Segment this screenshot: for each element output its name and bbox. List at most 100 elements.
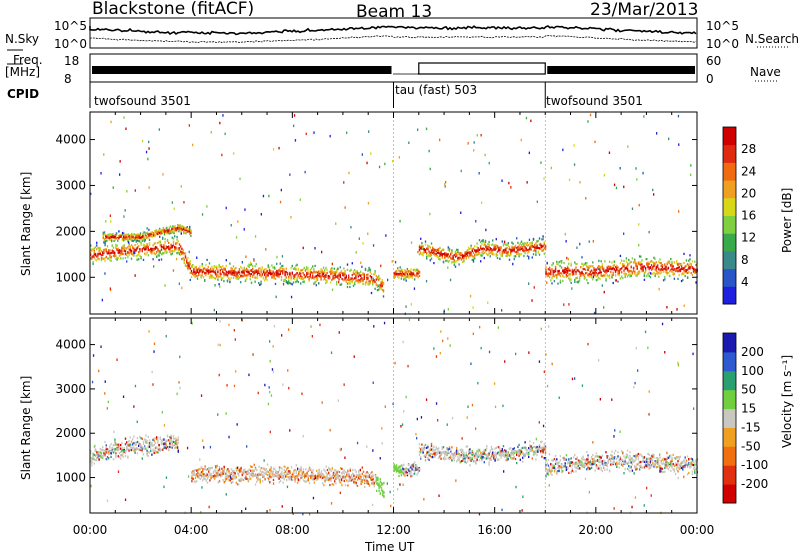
pixel-power-band0 <box>276 274 278 277</box>
pixel-power-band0 <box>234 270 236 273</box>
pixel-power-band0 <box>253 270 255 273</box>
pixel-power-band3 <box>476 246 478 249</box>
pixel-velocity-band0 <box>121 446 123 449</box>
pixel-power-band4 <box>673 268 676 271</box>
pixel-velocity-band1 <box>200 466 203 469</box>
pixel-power-band4 <box>642 265 644 268</box>
nsearch-trace <box>89 35 697 44</box>
pixel-power-band1 <box>189 228 191 231</box>
pixel-power-band4 <box>548 276 551 279</box>
pixel-velocity-band0 <box>97 454 99 457</box>
pixel-power-band3 <box>535 246 537 250</box>
pixel-velocity-band0 <box>120 457 122 460</box>
pixel-velocity-band1 <box>211 466 213 469</box>
pixel-power-band4 <box>629 275 631 278</box>
pixel-velocity-band1 <box>281 473 283 476</box>
pixel-velocity-band1 <box>334 480 336 483</box>
pixel-velocity-band0 <box>120 444 122 447</box>
pixel-power-band4 <box>575 271 577 274</box>
pixel-velocity-band0 <box>145 434 147 437</box>
pixel-velocity-band1 <box>301 474 303 477</box>
pixel-power-band3 <box>442 248 445 251</box>
pixel-velocity-band3 <box>514 457 517 461</box>
pixel-velocity-band1 <box>200 474 203 477</box>
pixel-power-band0 <box>234 268 236 271</box>
pixel-velocity-band1 <box>380 486 383 489</box>
pixel-power-band4 <box>550 279 552 282</box>
pixel-velocity-band3 <box>513 450 515 453</box>
pixel-velocity-band1 <box>284 474 287 477</box>
pixel-velocity-band1 <box>193 470 195 474</box>
pixel-power-band1 <box>148 236 150 239</box>
pixel-velocity-band3 <box>450 448 452 452</box>
pixel-velocity-band3 <box>472 452 475 455</box>
pixel-power-band3 <box>481 248 483 251</box>
pixel-velocity-band2 <box>412 473 415 476</box>
pixel-power-band1 <box>187 228 190 231</box>
pixel-power-band0 <box>349 269 351 273</box>
pixel-power-band4 <box>578 273 581 276</box>
pixel-velocity-band1 <box>368 483 371 486</box>
pixel-power-band1 <box>138 234 140 237</box>
pixel-power-band1 <box>165 230 167 233</box>
pixel-power-band2 <box>411 276 413 279</box>
pixel-velocity-band0 <box>175 440 177 443</box>
pixel-power-band3 <box>495 247 497 250</box>
pixel-power-band3 <box>504 251 506 254</box>
pixel-power-noise <box>282 283 285 286</box>
pixel-power-band0 <box>105 249 107 252</box>
pixel-velocity-band0 <box>120 447 122 450</box>
pixel-velocity-band1 <box>377 482 379 485</box>
pixel-power-band0 <box>333 272 335 275</box>
pixel-power-band0 <box>348 282 350 285</box>
pixel-velocity-band3 <box>450 450 452 453</box>
pixel-power-band4 <box>611 274 613 277</box>
pixel-power-band1 <box>113 239 115 242</box>
pixel-power-band3 <box>453 261 455 264</box>
pixel-power-band0 <box>360 280 362 283</box>
pixel-power-band4 <box>604 270 606 273</box>
pixel-power-band0 <box>190 269 193 273</box>
pixel-power-band0 <box>330 272 332 275</box>
pixel-power-noise <box>410 303 412 306</box>
pixel-velocity-band1 <box>287 470 289 473</box>
pixel-power-band4 <box>565 273 568 277</box>
pixel-velocity-band3 <box>459 461 461 464</box>
pixel-power-band4 <box>628 273 630 276</box>
pixel-power-band0 <box>126 247 128 250</box>
pixel-power-band4 <box>617 271 619 275</box>
pixel-velocity-band1 <box>347 473 349 477</box>
pixel-power-band4 <box>583 277 586 280</box>
pixel-power-noise <box>249 261 252 264</box>
pixel-velocity-band1 <box>325 471 327 475</box>
pixel-velocity-band3 <box>511 451 513 455</box>
pixel-power-band0 <box>272 266 274 269</box>
pixel-power-band0 <box>357 275 359 278</box>
pixel-power-band3 <box>435 250 437 253</box>
pixel-velocity-band0 <box>102 446 104 449</box>
pixel-power-noise <box>594 140 596 144</box>
pixel-power-band1 <box>105 235 107 238</box>
pixel-velocity-band1 <box>344 475 347 478</box>
pixel-velocity-band1 <box>198 473 200 476</box>
pixel-power-band3 <box>518 252 520 256</box>
pixel-velocity-band3 <box>525 448 527 451</box>
pixel-velocity-band1 <box>223 481 225 484</box>
pixel-velocity-band1 <box>317 477 319 480</box>
pixel-velocity-band3 <box>529 448 531 451</box>
pixel-power-band0 <box>298 272 301 275</box>
pixel-power-noise <box>611 261 613 264</box>
pixel-velocity-band1 <box>301 476 303 479</box>
pixel-power-band4 <box>584 268 587 271</box>
pixel-power-noise <box>166 226 168 230</box>
pixel-velocity-band0 <box>166 445 169 449</box>
pixel-power-band0 <box>328 277 331 280</box>
pixel-power-band0 <box>362 278 364 281</box>
pixel-velocity-band3 <box>513 455 515 458</box>
pixel-power-band1 <box>186 226 188 229</box>
pixel-velocity-band0 <box>126 445 128 448</box>
pixel-power-band3 <box>460 254 463 257</box>
pixel-power-band0 <box>375 275 377 278</box>
pixel-velocity-band3 <box>451 446 453 449</box>
pixel-power-band3 <box>445 255 447 258</box>
